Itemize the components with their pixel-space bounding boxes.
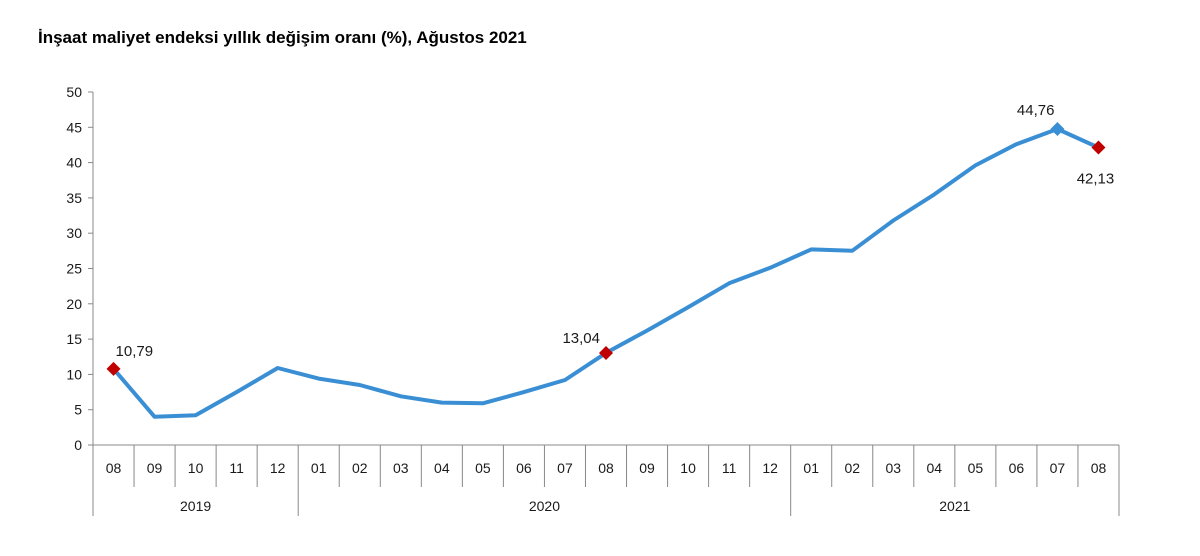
x-tick-label: 08 [598,460,614,476]
x-tick-label: 11 [722,460,737,476]
y-tick-label: 20 [66,296,82,312]
series-line [111,127,1101,419]
y-tick-label: 45 [66,119,82,135]
data-point-marker [599,345,613,360]
x-tick-label: 01 [803,460,819,476]
x-tick-label: 07 [1050,460,1066,476]
x-tick-label: 02 [844,460,860,476]
year-label: 2020 [529,498,560,514]
x-tick-label: 08 [106,460,122,476]
x-tick-label: 11 [229,460,244,476]
y-tick-label: 5 [74,402,82,418]
y-tick-label: 10 [66,366,82,382]
x-tick-label: 09 [639,460,655,476]
x-tick-label: 08 [1091,460,1107,476]
x-tick-label: 06 [516,460,532,476]
x-tick-label: 01 [311,460,327,476]
data-point-marker [1091,140,1106,155]
y-tick-label: 0 [74,437,82,453]
data-point-marker [1050,121,1065,136]
year-label: 2019 [180,498,211,514]
x-tick-label: 03 [885,460,901,476]
x-tick-label: 05 [968,460,984,476]
x-tick-label: 02 [352,460,368,476]
x-tick-label: 04 [927,460,943,476]
x-tick-label: 07 [557,460,573,476]
x-tick-label: 12 [270,460,286,476]
x-tick-label: 09 [147,460,163,476]
x-tick-label: 10 [680,460,696,476]
y-tick-label: 35 [66,190,82,206]
x-tick-label: 06 [1009,460,1025,476]
data-label: 42,13 [1077,171,1115,188]
data-label: 13,04 [562,330,600,347]
data-point-marker [106,361,121,376]
x-tick-label: 04 [434,460,450,476]
y-tick-label: 30 [66,225,82,241]
data-label: 10,79 [116,343,154,360]
chart-title: İnşaat maliyet endeksi yıllık değişim or… [38,28,527,47]
y-tick-label: 50 [66,84,82,100]
year-label: 2021 [939,498,970,514]
x-tick-label: 05 [475,460,491,476]
x-tick-label: 10 [188,460,204,476]
y-tick-label: 15 [66,331,82,347]
data-label: 44,76 [1017,102,1055,119]
x-tick-label: 03 [393,460,409,476]
y-tick-label: 25 [66,261,82,277]
x-tick-label: 12 [762,460,778,476]
y-tick-label: 40 [66,155,82,171]
